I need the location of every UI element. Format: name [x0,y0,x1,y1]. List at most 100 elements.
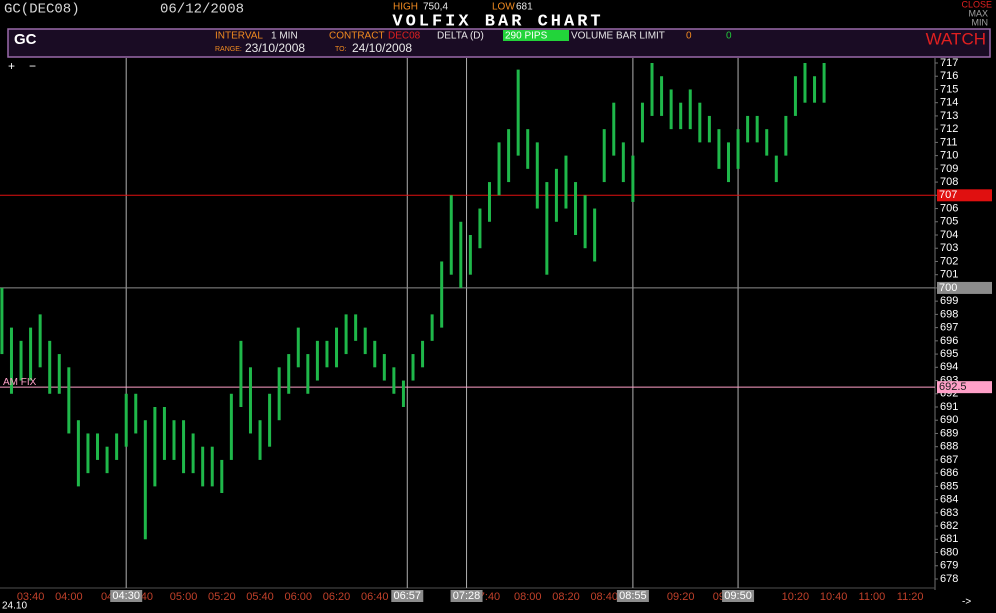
level-label: 700 [939,282,957,294]
price-bar [698,102,702,143]
interval-label: INTERVAL [215,31,263,42]
marker-label: 08:55 [619,590,647,602]
price-bar [554,168,558,222]
price-bar [153,407,157,487]
chart-title: VOLFIX BAR CHART [392,12,603,31]
price-bar [373,340,377,368]
price-bar [822,63,826,103]
y-tick-label: 678 [940,573,958,585]
contract: DEC08 [388,31,421,42]
price-bar [640,102,644,143]
price-bar [774,155,778,183]
volume-label: VOLUME BAR LIMIT [571,31,665,42]
low: 681 [516,2,533,13]
price-bar [0,287,4,355]
price-bar [296,327,300,368]
y-tick-label: 696 [940,335,958,347]
price-bar [162,407,166,460]
price-bar [765,129,769,156]
price-bar [306,354,310,394]
price-bar [134,393,138,434]
y-tick-label: 685 [940,480,958,492]
y-tick-label: 681 [940,533,958,545]
price-bar [315,340,319,381]
price-bar [459,221,463,288]
level-box [937,381,992,394]
price-bar [248,367,252,434]
price-bar [755,115,759,143]
marker-box [616,590,649,602]
y-tick-label: 690 [940,414,958,426]
price-bar [621,142,625,183]
price-bar [449,195,453,275]
price-bar [583,195,587,249]
price-bar [421,340,425,368]
y-tick-label: 712 [940,123,958,135]
price-bar [354,314,358,341]
price-bar [287,354,291,394]
close[interactable]: CLOSE [961,0,992,9]
price-bar [48,340,52,394]
price-bar [440,261,444,328]
x-tick-label: 06:40 [361,591,389,603]
marker-label: 09:50 [724,590,752,602]
x-tick-label: 10:40 [820,591,848,603]
x-tick-label: 04 [101,591,113,603]
y-tick-label: 709 [940,163,958,175]
info-panel [7,28,991,58]
x-tick-label: 08:00 [514,591,542,603]
price-bar [229,393,233,460]
price-bar [96,433,100,460]
level-label: 707 [939,189,957,201]
price-bar [86,433,90,474]
y-tick-label: 710 [940,150,958,162]
price-bar [258,420,262,460]
delta-background [503,30,569,41]
price-bar [507,129,511,183]
price-bar [612,102,616,156]
y-tick-label: 705 [940,216,958,228]
price-bar [430,314,434,341]
scroll-arrow[interactable]: -> [962,597,971,608]
price-bar [526,129,530,169]
price-bar [574,182,578,235]
level-name: AM FIX [3,377,37,388]
y-tick-label: 701 [940,269,958,281]
watch[interactable]: WATCH [926,29,986,48]
max[interactable]: MAX [968,8,988,18]
x-tick-label: 06:00 [285,591,313,603]
y-tick-label: 688 [940,441,958,453]
y-tick-label: 708 [940,176,958,188]
price-bar [717,129,721,169]
x-tick-label: 05:00 [170,591,198,603]
price-bar [191,433,195,474]
y-tick-label: 706 [940,202,958,214]
price-bar [220,459,224,493]
zoom-in[interactable]: + [8,59,15,73]
y-tick-label: 717 [940,57,958,69]
price-bar [669,89,673,130]
price-bar [239,340,243,407]
price-bar [57,354,61,394]
price-bar [67,367,71,434]
x-tick-label: 11:20 [897,591,924,603]
min[interactable]: MIN [972,17,989,27]
price-bar [707,115,711,143]
price-bar [201,446,205,487]
volume-2: 0 [726,31,732,42]
price-bar [115,433,119,460]
y-tick-label: 704 [940,229,958,241]
symbol: GC(DEC08) [4,2,80,18]
y-tick-label: 679 [940,560,958,572]
x-tick-label: 09:20 [667,591,695,603]
price-bar [401,380,405,407]
price-bar [813,76,817,103]
x-tick-label: 04:00 [55,591,83,603]
zoom-out[interactable]: − [29,59,36,73]
price-bar [564,155,568,209]
price-bar [105,446,109,474]
price-bar [679,102,683,130]
price-bar [325,340,329,368]
